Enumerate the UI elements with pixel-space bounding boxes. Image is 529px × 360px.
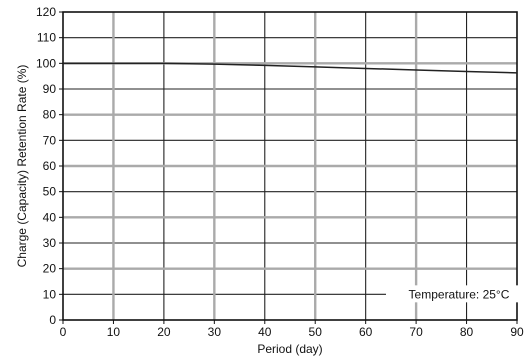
- y-tick-label: 80: [43, 108, 57, 122]
- y-tick-label: 0: [49, 313, 56, 327]
- x-tick-label: 90: [510, 325, 524, 339]
- y-axis-title: Charge (Capacity) Retention Rate (%): [15, 65, 29, 268]
- x-tick-label: 40: [258, 325, 272, 339]
- x-tick-label: 80: [460, 325, 474, 339]
- y-tick-label: 110: [37, 31, 56, 45]
- x-tick-label: 70: [409, 325, 423, 339]
- y-tick-label: 60: [43, 159, 57, 173]
- series-layer: [63, 62, 518, 74]
- annotation-layer: Temperature: 25°C: [385, 285, 529, 303]
- y-tick-label: 10: [43, 287, 57, 301]
- retention-series-line: [63, 62, 518, 74]
- y-tick-label: 40: [43, 210, 57, 224]
- x-tick-label: 30: [208, 325, 222, 339]
- axis-ticks: 0 10 20 30 40 50 60 70 80 90 0 10 20 30 40 50 60 70 80 90 10…: [36, 5, 524, 339]
- x-tick-label: 10: [107, 325, 121, 339]
- annotation-background: [385, 285, 529, 303]
- x-tick-label: 0: [60, 325, 67, 339]
- x-tick-label: 50: [309, 325, 323, 339]
- temperature-annotation: Temperature: 25°C: [409, 287, 510, 301]
- y-tick-label: 70: [43, 133, 57, 147]
- x-tick-label: 20: [157, 325, 171, 339]
- y-tick-label: 30: [43, 236, 57, 250]
- grid-major: [63, 12, 517, 320]
- y-tick-label: 90: [43, 82, 57, 96]
- x-axis-title: Period (day): [257, 342, 322, 356]
- x-tick-label: 60: [359, 325, 373, 339]
- y-tick-label: 50: [43, 185, 57, 199]
- y-tick-label: 120: [36, 5, 56, 19]
- y-tick-label: 100: [36, 56, 56, 70]
- y-tick-label: 20: [43, 262, 57, 276]
